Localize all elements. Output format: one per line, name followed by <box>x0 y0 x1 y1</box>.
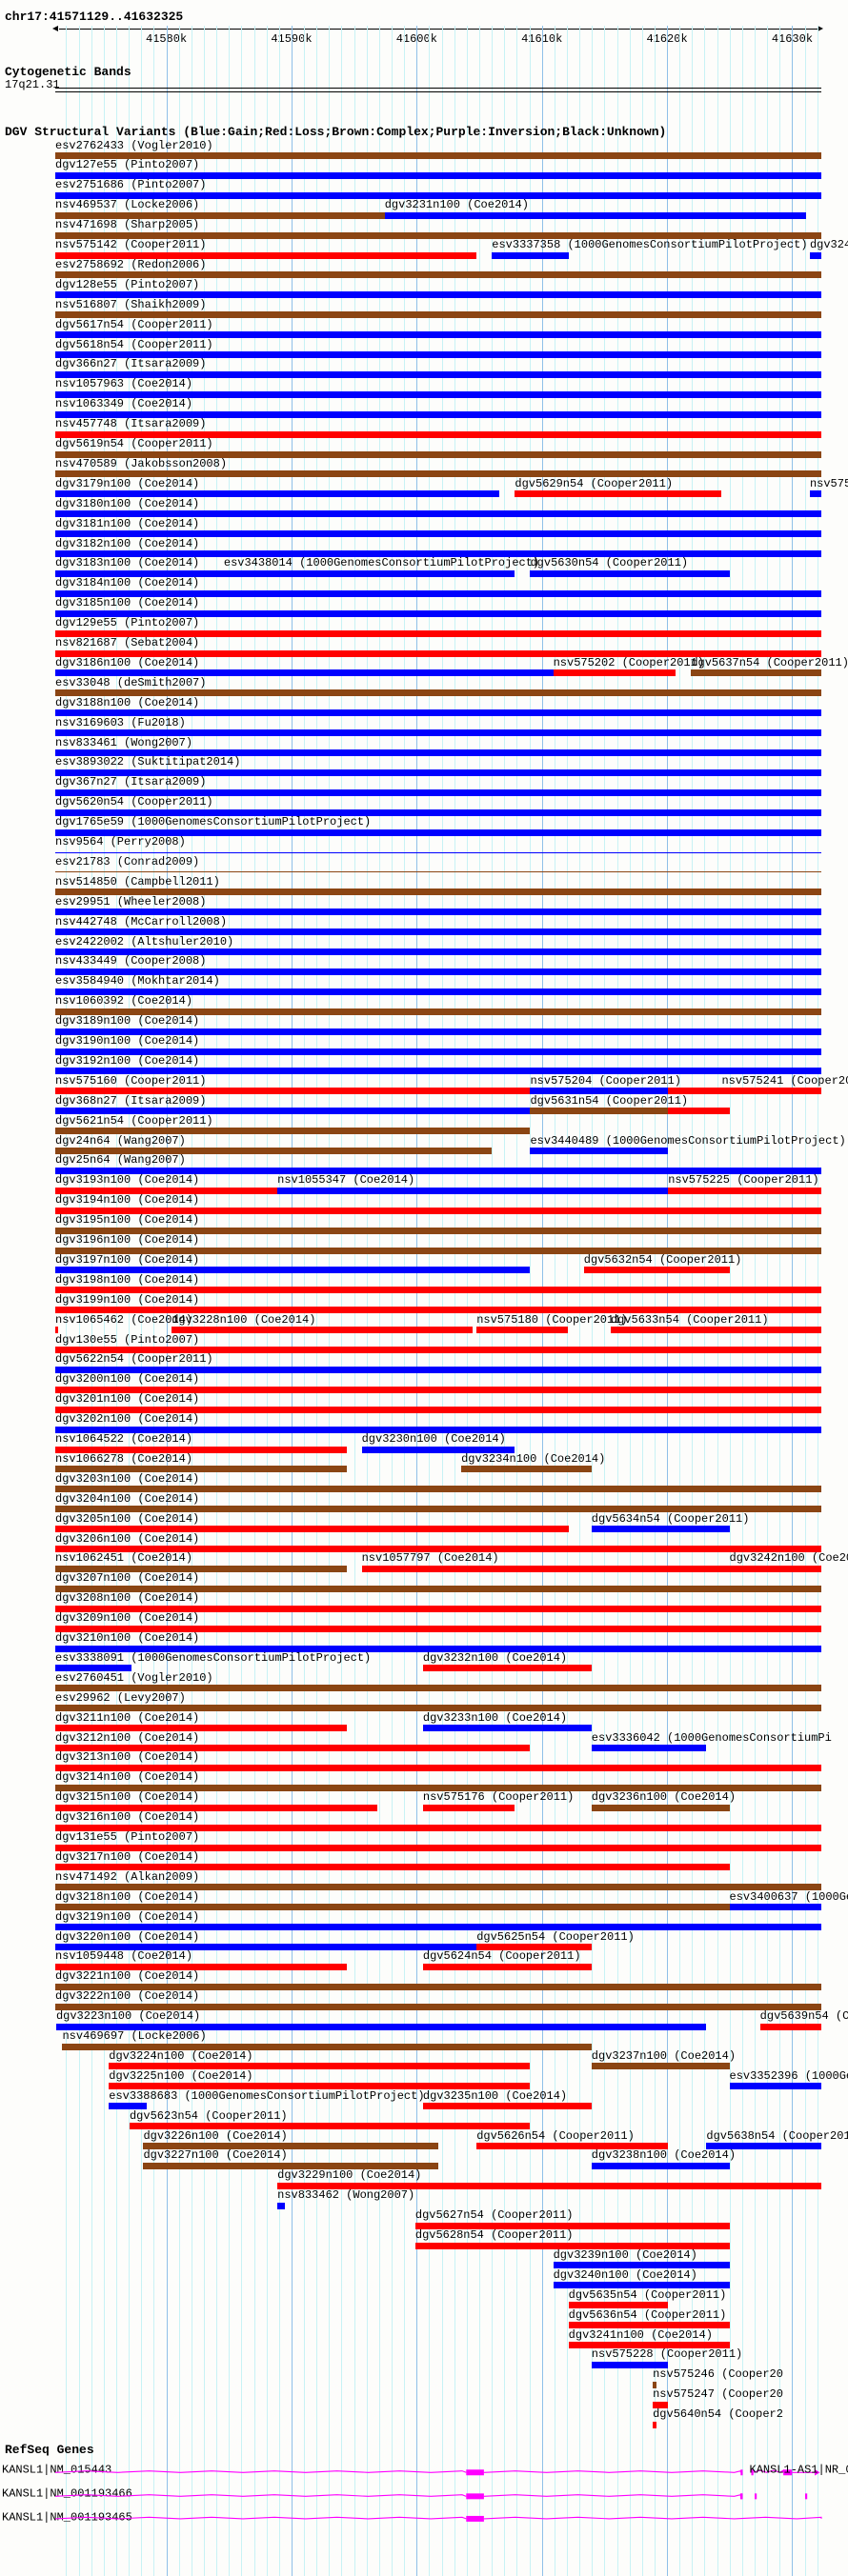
svg-text:KANSL1|NM_015443: KANSL1|NM_015443 <box>2 2463 111 2476</box>
svg-text:KANSL1|NM_001193466: KANSL1|NM_001193466 <box>2 2486 132 2500</box>
svg-text:KANSL1|NM_001193465: KANSL1|NM_001193465 <box>2 2511 132 2525</box>
svg-text:KANSL1-AS1|NR_034:: KANSL1-AS1|NR_034: <box>750 2463 848 2476</box>
